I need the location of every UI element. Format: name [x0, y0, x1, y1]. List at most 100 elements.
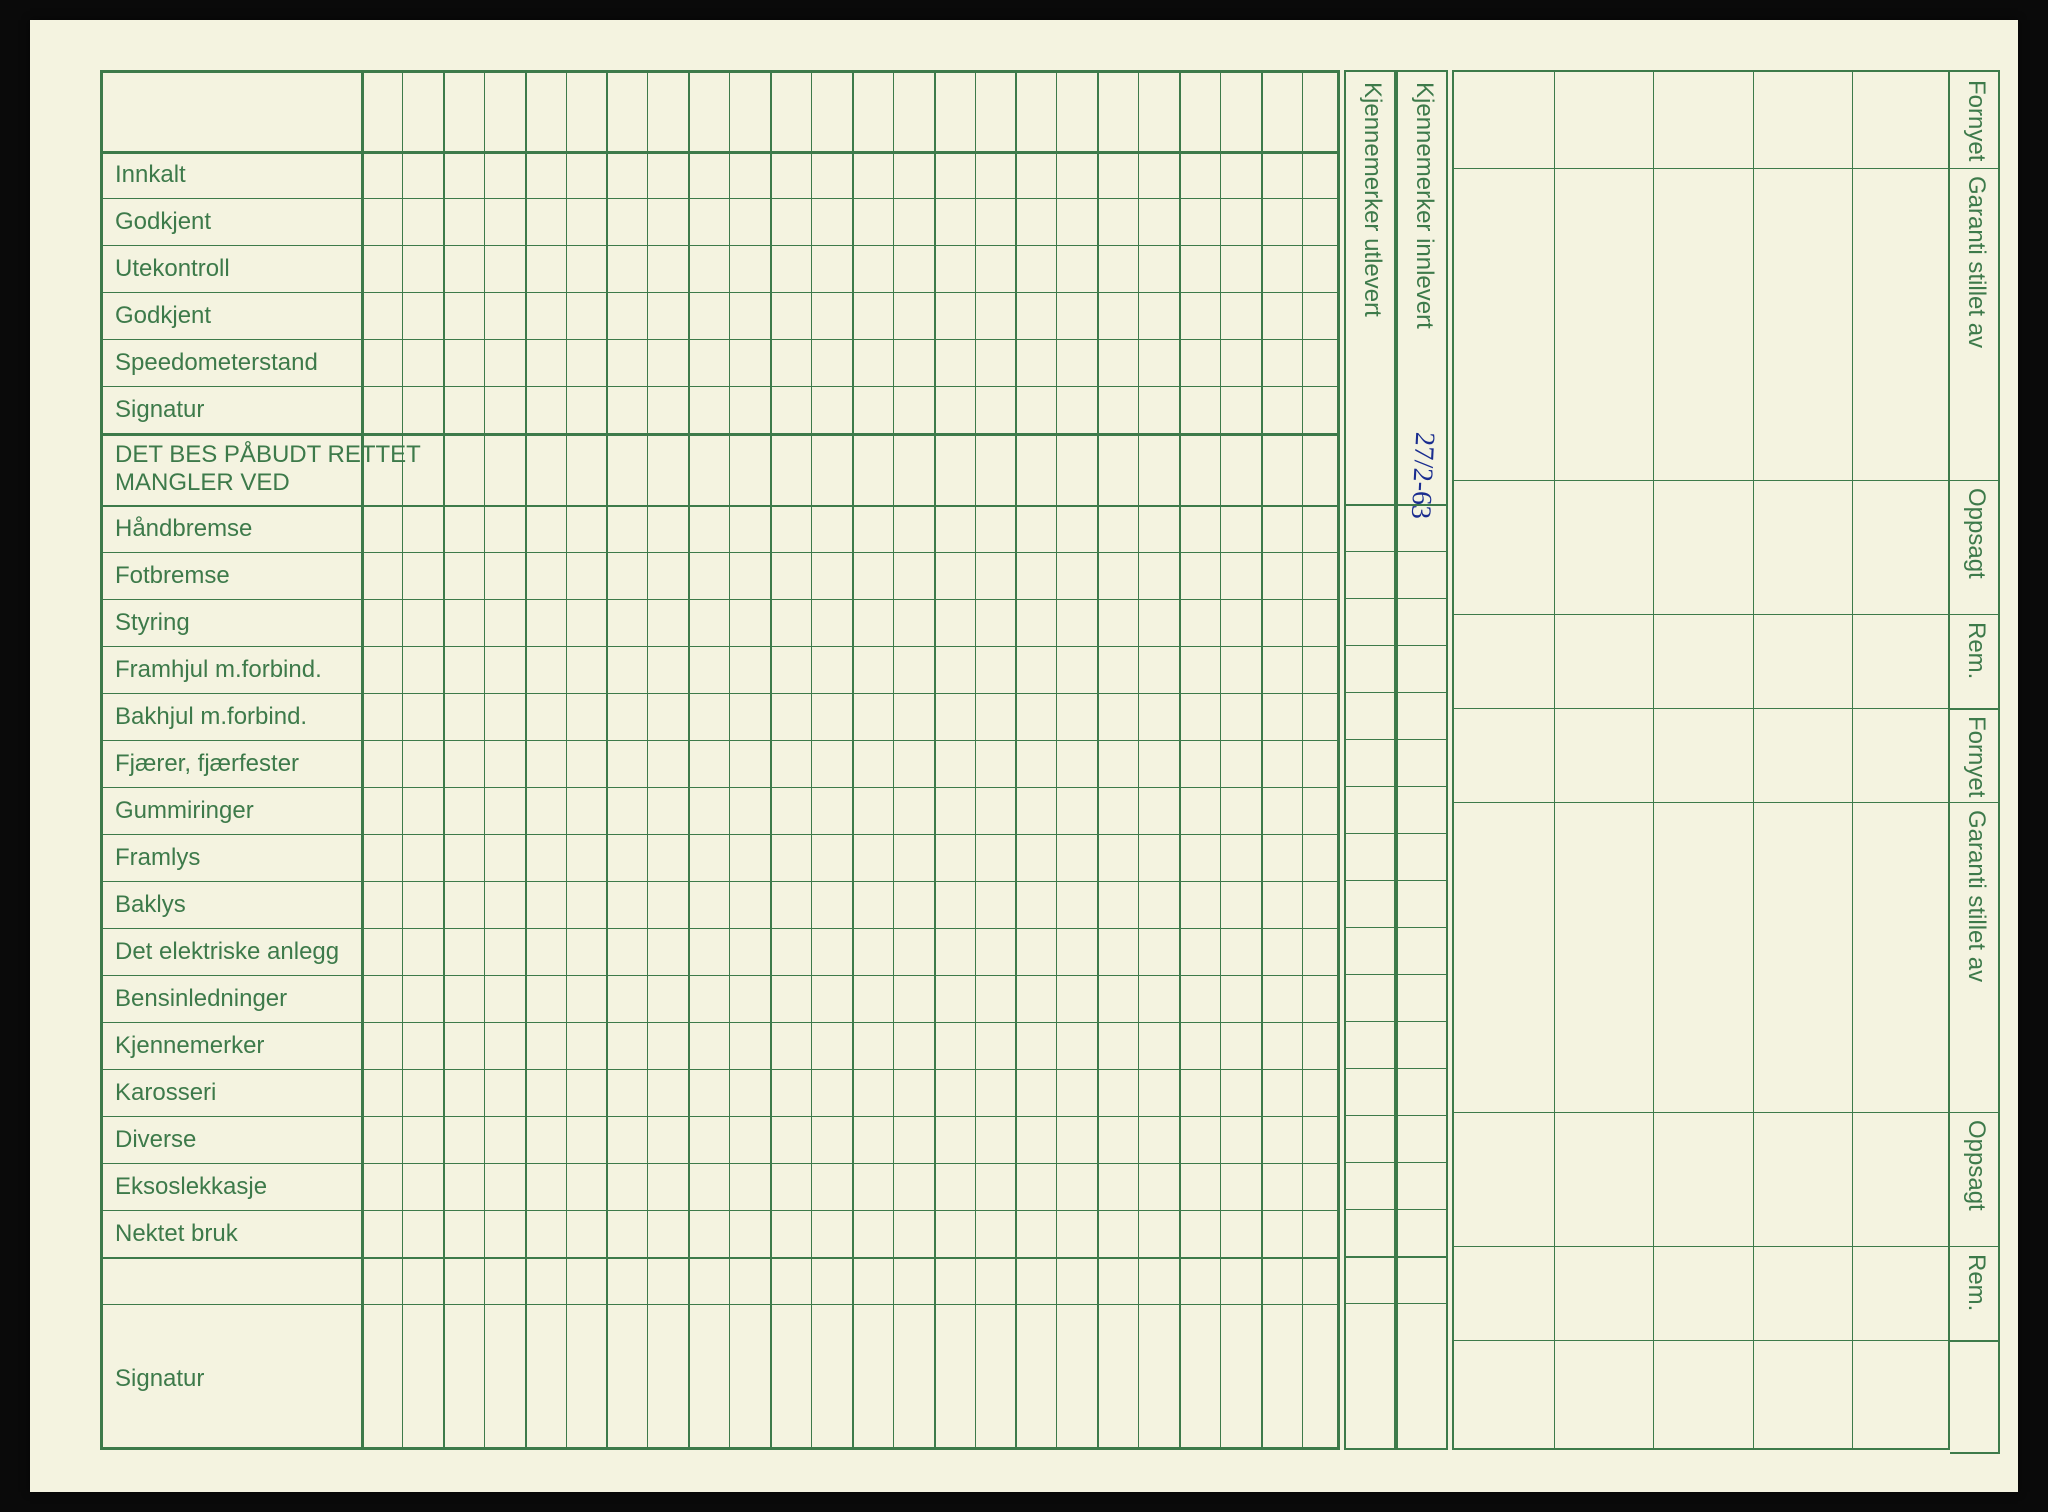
- grid-column-line: [975, 73, 976, 1447]
- row-divider: [103, 1163, 1337, 1164]
- row-label: Utekontroll: [115, 255, 230, 283]
- right-block-row-line: [1454, 1340, 1948, 1341]
- row-label: Godkjent: [115, 208, 211, 236]
- grid-column-line: [484, 73, 485, 1447]
- kj-cell-divider: [1346, 551, 1394, 552]
- grid-column-line: [1015, 73, 1017, 1447]
- kj-cell-divider: [1346, 1068, 1394, 1069]
- row-label: Fjærer, fjærfester: [115, 750, 299, 778]
- kj-cell-divider: [1346, 1021, 1394, 1022]
- grid-column-line: [606, 73, 608, 1447]
- kj-cell-divider: [1398, 551, 1446, 552]
- far-right-row-line: [1950, 480, 1998, 481]
- row-divider: [103, 1069, 1337, 1070]
- kj-cell-divider: [1346, 1162, 1394, 1163]
- far-right-row-line: [1950, 168, 1998, 169]
- kj-cell-divider: [1346, 504, 1394, 506]
- row-divider: [103, 881, 1337, 882]
- kj-cell-divider: [1346, 974, 1394, 975]
- far-right-row-line: [1950, 1340, 1998, 1342]
- row-label: Framhjul m.forbind.: [115, 656, 322, 684]
- right-block-row-line: [1454, 480, 1948, 481]
- row-label: Bensinledninger: [115, 985, 287, 1013]
- kj-cell-divider: [1346, 1303, 1394, 1304]
- row-divider: [103, 433, 1337, 436]
- row-divider: [103, 834, 1337, 835]
- kj-cell-divider: [1398, 1162, 1446, 1163]
- grid-column-line: [443, 73, 445, 1447]
- row-label: Håndbremse: [115, 515, 252, 543]
- kj-cell-divider: [1398, 1256, 1446, 1258]
- row-divider: [103, 599, 1337, 600]
- handwritten-date: 27/2-63: [1404, 431, 1441, 520]
- grid-column-line: [1220, 73, 1221, 1447]
- row-label: Innkalt: [115, 161, 186, 189]
- row-divider: [103, 245, 1337, 246]
- kj-cell-divider: [1346, 598, 1394, 599]
- kj-cell-divider: [1398, 1303, 1446, 1304]
- far-right-label: Oppsagt: [1962, 488, 1990, 579]
- row-divider: [103, 1304, 1337, 1305]
- grid-column-line: [525, 73, 527, 1447]
- grid-column-line: [1179, 73, 1181, 1447]
- row-divider: [103, 1116, 1337, 1117]
- row-divider: [103, 740, 1337, 741]
- row-label: Diverse: [115, 1126, 196, 1154]
- kj-cell-divider: [1398, 1021, 1446, 1022]
- row-divider: [103, 1257, 1337, 1259]
- far-right-label: Rem.: [1962, 622, 1990, 679]
- grid-column-line: [811, 73, 812, 1447]
- kj-cell-divider: [1398, 739, 1446, 740]
- section2-header-bottom: [103, 505, 1337, 507]
- right-block-column-line: [1653, 72, 1654, 1448]
- kj-cell-divider: [1346, 1115, 1394, 1116]
- row-divider: [103, 693, 1337, 694]
- right-block-row-line: [1454, 168, 1948, 169]
- row-label: Bakhjul m.forbind.: [115, 703, 307, 731]
- kj-cell-divider: [1398, 786, 1446, 787]
- kj-cell-divider: [1346, 1209, 1394, 1210]
- far-right-row-line: [1950, 802, 1998, 803]
- row-label: Fotbremse: [115, 562, 230, 590]
- main-grid: InnkaltGodkjentUtekontrollGodkjentSpeedo…: [100, 70, 1340, 1450]
- kj-cell-divider: [1398, 645, 1446, 646]
- kj-cell-divider: [1346, 833, 1394, 834]
- kj-cell-divider: [1398, 880, 1446, 881]
- kj-cell-divider: [1346, 786, 1394, 787]
- row-label: Gummiringer: [115, 797, 254, 825]
- right-info-block: [1452, 70, 1950, 1450]
- row-divider: [103, 386, 1337, 387]
- kjennemerker-innlevert-label: Kjennemerker innlevert: [1410, 82, 1438, 329]
- row-label: Eksoslekkasje: [115, 1173, 267, 1201]
- far-right-label: Fornyet: [1962, 80, 1990, 161]
- grid-column-line: [1056, 73, 1057, 1447]
- kj-cell-divider: [1398, 927, 1446, 928]
- right-block-column-line: [1554, 72, 1555, 1448]
- paper-page: InnkaltGodkjentUtekontrollGodkjentSpeedo…: [30, 20, 2018, 1492]
- kj-cell-divider: [1398, 692, 1446, 693]
- grid-column-line: [852, 73, 854, 1447]
- row-divider: [103, 198, 1337, 199]
- kj-cell-divider: [1346, 1256, 1394, 1258]
- signatur-label: Signatur: [115, 1365, 204, 1393]
- section2-header-label: DET BES PÅBUDT RETTET MANGLER VED: [115, 441, 421, 497]
- right-block-row-line: [1454, 708, 1948, 709]
- right-block-row-line: [1454, 1112, 1948, 1113]
- grid-column-line: [1138, 73, 1139, 1447]
- grid-column-line: [647, 73, 648, 1447]
- kj-cell-divider: [1398, 974, 1446, 975]
- grid-column-line: [729, 73, 730, 1447]
- row-label: Nektet bruk: [115, 1220, 238, 1248]
- kj-cell-divider: [1398, 833, 1446, 834]
- kj-cell-divider: [1346, 927, 1394, 928]
- far-right-label: Rem.: [1962, 1254, 1990, 1311]
- row-divider: [103, 292, 1337, 293]
- kj-cell-divider: [1346, 692, 1394, 693]
- kj-cell-divider: [1398, 598, 1446, 599]
- kj-cell-divider: [1346, 739, 1394, 740]
- row-label: Styring: [115, 609, 190, 637]
- kj-cell-divider: [1346, 880, 1394, 881]
- row-label: Godkjent: [115, 302, 211, 330]
- far-right-label: Oppsagt: [1962, 1120, 1990, 1211]
- row-label: Det elektriske anlegg: [115, 938, 339, 966]
